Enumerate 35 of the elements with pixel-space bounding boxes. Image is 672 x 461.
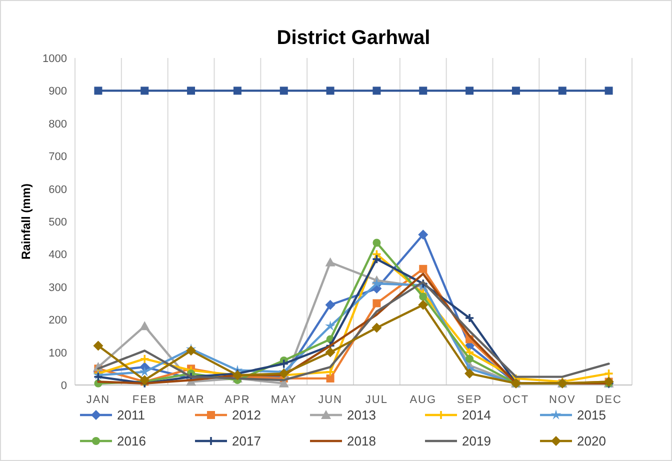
x-tick-label: JUL bbox=[365, 394, 388, 406]
x-tick-label: AUG bbox=[410, 394, 437, 406]
x-tick-label: JAN bbox=[86, 394, 110, 406]
legend-label: 2019 bbox=[462, 434, 491, 448]
y-tick-label: 300 bbox=[48, 282, 67, 294]
y-tick-label: 0 bbox=[60, 380, 67, 392]
legend-label: 2017 bbox=[232, 434, 261, 448]
legend-label: 2016 bbox=[117, 434, 146, 448]
x-tick-label: OCT bbox=[502, 394, 530, 406]
y-tick-label: 1000 bbox=[42, 53, 67, 65]
y-axis-title: Rainfall (mm) bbox=[19, 183, 33, 260]
y-tick-label: 900 bbox=[48, 86, 67, 98]
x-tick-label: FEB bbox=[132, 394, 157, 406]
legend-label: 2020 bbox=[577, 434, 606, 448]
legend-label: 2015 bbox=[577, 408, 606, 422]
x-tick-label: JUN bbox=[318, 394, 342, 406]
y-tick-label: 800 bbox=[48, 118, 67, 130]
chart-title: District Garhwal bbox=[276, 27, 430, 49]
x-tick-label: DEC bbox=[596, 394, 622, 406]
legend-label: 2013 bbox=[347, 408, 376, 422]
x-tick-label: SEP bbox=[457, 394, 482, 406]
x-tick-label: NOV bbox=[548, 394, 576, 406]
y-tick-label: 700 bbox=[48, 151, 67, 164]
x-tick-label: MAR bbox=[177, 394, 205, 406]
x-tick-label: MAY bbox=[270, 394, 297, 406]
y-tick-label: 200 bbox=[48, 314, 67, 327]
x-tick-label: APR bbox=[224, 394, 250, 406]
y-tick-label: 100 bbox=[48, 347, 67, 360]
y-tick-label: 400 bbox=[48, 249, 67, 262]
y-tick-label: 500 bbox=[48, 216, 67, 228]
legend-label: 2018 bbox=[347, 434, 376, 448]
y-tick-label: 600 bbox=[48, 184, 67, 196]
legend-label: 2011 bbox=[117, 408, 145, 422]
legend-label: 2012 bbox=[232, 408, 261, 422]
legend-label: 2014 bbox=[462, 408, 491, 422]
